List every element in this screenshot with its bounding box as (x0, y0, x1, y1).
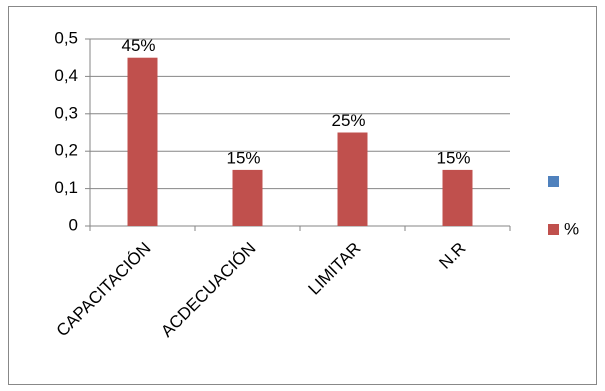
bar (232, 169, 263, 226)
y-tick-label: 0,2 (54, 141, 78, 160)
data-label: 45% (121, 36, 155, 55)
legend-label: % (564, 219, 579, 238)
y-tick-label: 0,4 (54, 66, 78, 85)
bar (442, 169, 473, 226)
chart-border (8, 6, 597, 385)
legend-swatch (548, 176, 559, 187)
y-tick-label: 0,5 (54, 28, 78, 47)
y-tick-label: 0 (69, 215, 78, 234)
bar (337, 132, 368, 226)
data-label: 15% (226, 148, 260, 167)
y-tick-label: 0,1 (54, 178, 78, 197)
bar (127, 57, 158, 227)
data-label: 15% (436, 148, 470, 167)
y-tick-label: 0,3 (54, 103, 78, 122)
legend-swatch (548, 224, 559, 235)
data-label: 25% (331, 111, 365, 130)
